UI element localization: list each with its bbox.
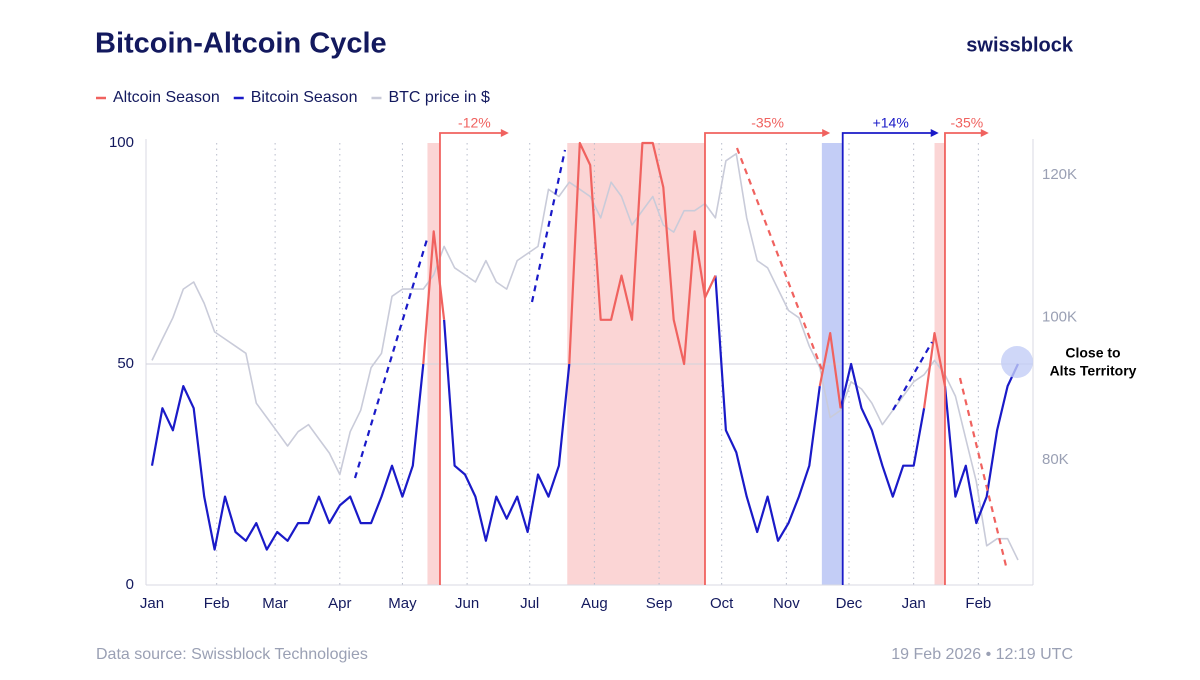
bracket [704,132,825,585]
x-tick-label: Feb [965,595,991,612]
x-tick-label: Jan [140,595,164,612]
brand-logo: swissblock [966,34,1074,56]
series-line [150,363,425,551]
x-tick-label: Aug [581,595,608,612]
series-line [818,332,842,409]
annotation: Close to [1065,345,1120,361]
bracket [841,132,933,585]
bracket-label: -35% [951,115,984,131]
x-tick-label: Dec [836,595,863,612]
bracket-arrowhead [930,129,939,137]
x-tick-label: Jan [902,595,926,612]
x-tick-label: Mar [262,595,288,612]
bracket-arrowhead [980,129,989,137]
x-tick-label: Apr [328,595,351,612]
trend-arrow [735,147,824,371]
bracket-arrowhead [822,129,831,137]
x-tick-label: Feb [204,595,230,612]
annotation: Alts Territory [1050,363,1137,379]
trend-arrow [530,149,567,303]
trend-arrow [353,235,430,479]
legend-label: BTC price in $ [388,89,489,106]
trend-arrows [353,147,1009,571]
legend-label: Bitcoin Season [251,89,358,106]
series-line [151,152,1019,561]
chart-title: Bitcoin-Altcoin Cycle [95,28,387,60]
y-tick-label: 0 [126,576,134,593]
highlight-circle [1001,346,1033,378]
y2-tick-label: 100K [1042,309,1077,326]
bracket [944,132,983,585]
series-line [943,363,1019,525]
y-tick-label: 50 [117,355,134,372]
bracket-label: +14% [873,115,909,131]
timestamp: 19 Feb 2026 • 12:19 UTC [891,646,1073,663]
trend-arrow [892,341,933,411]
x-tick-label: Nov [773,595,800,612]
x-tick-label: Sep [646,595,673,612]
bracket-arrowhead [500,129,509,137]
source-note: Data source: Swissblock Technologies [96,646,368,663]
bracket [439,132,503,585]
bracket-label: -35% [751,115,784,131]
background [145,139,1034,586]
bracket-label: -12% [458,115,491,131]
y-tick-label: 100 [109,134,134,151]
series-line [568,141,717,366]
y2-tick-label: 80K [1042,451,1069,468]
y2-tick-label: 120K [1042,166,1077,183]
legend-label: Altcoin Season [113,89,220,106]
series-line [443,319,571,542]
x-tick-label: Oct [710,595,734,612]
x-tick-label: Jul [520,595,539,612]
series-line [839,362,926,498]
x-tick-label: Jun [455,595,479,612]
series-line [923,332,947,409]
x-tick-label: May [388,595,417,612]
series-line [714,275,821,542]
